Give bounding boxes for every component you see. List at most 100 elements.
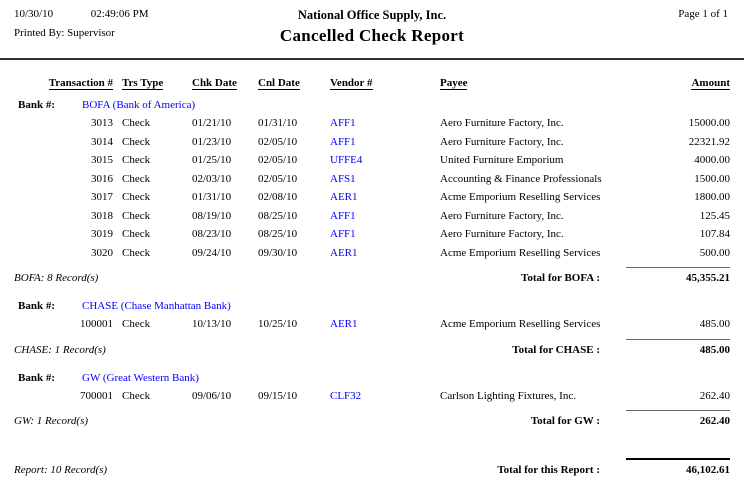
trs-type: Check bbox=[122, 135, 151, 148]
page-indicator: Page 1 of 1 bbox=[678, 8, 728, 20]
check-row: 700001 Check 09/06/10 09/15/10 CLF32 Car… bbox=[14, 387, 730, 406]
cnl-date: 01/31/10 bbox=[258, 117, 298, 129]
payee: Accounting & Finance Professionals bbox=[440, 172, 602, 185]
print-datetime: 10/30/10 02:49:06 PM bbox=[14, 8, 730, 20]
transaction-number: 3013 bbox=[91, 117, 113, 129]
cnl-date: 02/05/10 bbox=[258, 154, 298, 166]
check-row: 3019 Check 08/23/10 08/25/10 AFF1 Aero F… bbox=[14, 225, 730, 244]
bank-total-amount: 45,355.21 bbox=[626, 267, 730, 288]
bank-total-amount: 262.40 bbox=[626, 410, 730, 431]
transaction-number: 3014 bbox=[91, 135, 113, 148]
vendor-link[interactable]: AFF1 bbox=[330, 117, 356, 129]
header-divider bbox=[0, 58, 744, 60]
bank-link[interactable]: GW (Great Western Bank) bbox=[82, 371, 199, 384]
col-transaction-number: Transaction # bbox=[48, 77, 113, 90]
check-row: 3020 Check 09/24/10 09/30/10 AER1 Acme E… bbox=[14, 244, 730, 263]
trs-type: Check bbox=[122, 389, 151, 402]
bank-record-count: GW: 1 Record(s) bbox=[14, 415, 89, 427]
report-total-amount: 46,102.61 bbox=[626, 458, 730, 479]
trs-type: Check bbox=[122, 154, 151, 166]
trs-type: Check bbox=[122, 318, 151, 330]
col-cnl-date: Cnl Date bbox=[258, 77, 300, 90]
cnl-date: 08/25/10 bbox=[258, 228, 298, 240]
cnl-date: 09/15/10 bbox=[258, 389, 298, 402]
print-date: 10/30/10 bbox=[14, 8, 54, 20]
chk-date: 02/03/10 bbox=[192, 172, 232, 185]
trs-type: Check bbox=[122, 209, 151, 222]
report-title-block: National Office Supply, Inc. Cancelled C… bbox=[0, 8, 744, 46]
transaction-number: 700001 bbox=[80, 389, 113, 402]
payee: Aero Furniture Factory, Inc. bbox=[440, 209, 564, 222]
chk-date: 01/31/10 bbox=[192, 191, 232, 203]
amount: 1500.00 bbox=[694, 172, 730, 185]
chk-date: 09/24/10 bbox=[192, 246, 232, 259]
transaction-number: 3019 bbox=[91, 228, 113, 240]
bank-section-header: Bank #: BOFA (Bank of America) bbox=[14, 96, 730, 114]
payee: Acme Emporium Reselling Services bbox=[440, 246, 601, 259]
print-info: 10/30/10 02:49:06 PM Printed By: Supervi… bbox=[14, 8, 730, 39]
chk-date: 09/06/10 bbox=[192, 389, 232, 402]
vendor-link[interactable]: AFF1 bbox=[330, 209, 356, 222]
amount: 125.45 bbox=[699, 209, 730, 222]
chk-date: 01/23/10 bbox=[192, 135, 232, 148]
amount: 107.84 bbox=[699, 228, 730, 240]
report-record-count: Report: 10 Record(s) bbox=[14, 464, 108, 476]
print-time: 02:49:06 PM bbox=[90, 8, 149, 20]
vendor-link[interactable]: AFF1 bbox=[330, 228, 356, 240]
cnl-date: 09/30/10 bbox=[258, 246, 298, 259]
column-header-row: Transaction # Trs Type Chk Date Cnl Date… bbox=[14, 75, 730, 91]
transaction-number: 3016 bbox=[91, 172, 113, 185]
vendor-link[interactable]: AER1 bbox=[330, 246, 358, 259]
amount: 15000.00 bbox=[688, 117, 730, 129]
cnl-date: 08/25/10 bbox=[258, 209, 298, 222]
vendor-link[interactable]: AER1 bbox=[330, 191, 358, 203]
bank-number-label: Bank #: bbox=[18, 300, 55, 312]
check-row: 3015 Check 01/25/10 02/05/10 UFFE4 Unite… bbox=[14, 151, 730, 170]
col-vendor-number: Vendor # bbox=[330, 77, 373, 90]
chk-date: 08/19/10 bbox=[192, 209, 232, 222]
amount: 262.40 bbox=[699, 389, 730, 402]
report-body: Transaction # Trs Type Chk Date Cnl Date… bbox=[0, 75, 744, 479]
bank-link[interactable]: CHASE (Chase Manhattan Bank) bbox=[82, 300, 231, 312]
trs-type: Check bbox=[122, 246, 151, 259]
bank-total-row: CHASE: 1 Record(s) Total for CHASE : 485… bbox=[14, 338, 730, 360]
col-payee: Payee bbox=[440, 77, 468, 90]
payee: Acme Emporium Reselling Services bbox=[440, 191, 601, 203]
cnl-date: 10/25/10 bbox=[258, 318, 298, 330]
col-chk-date: Chk Date bbox=[192, 77, 237, 90]
vendor-link[interactable]: UFFE4 bbox=[330, 154, 363, 166]
report-total-row: Report: 10 Record(s) Total for this Repo… bbox=[14, 458, 730, 479]
vendor-link[interactable]: AER1 bbox=[330, 318, 358, 330]
bank-number-label: Bank #: bbox=[18, 371, 55, 384]
amount: 1800.00 bbox=[694, 191, 730, 203]
trs-type: Check bbox=[122, 117, 151, 129]
payee: United Furniture Emporium bbox=[440, 154, 564, 166]
chk-date: 10/13/10 bbox=[192, 318, 232, 330]
bank-section-header: Bank #: CHASE (Chase Manhattan Bank) bbox=[14, 297, 730, 315]
vendor-link[interactable]: CLF32 bbox=[330, 389, 362, 402]
trs-type: Check bbox=[122, 172, 151, 185]
chk-date: 01/21/10 bbox=[192, 117, 232, 129]
payee: Acme Emporium Reselling Services bbox=[440, 318, 601, 330]
bank-link[interactable]: BOFA (Bank of America) bbox=[82, 99, 196, 111]
bank-number-label: Bank #: bbox=[18, 99, 55, 111]
bank-total-label: Total for GW : bbox=[530, 415, 600, 427]
payee: Aero Furniture Factory, Inc. bbox=[440, 117, 564, 129]
bank-record-count: CHASE: 1 Record(s) bbox=[14, 343, 106, 356]
bank-section-header: Bank #: GW (Great Western Bank) bbox=[14, 369, 730, 387]
chk-date: 01/25/10 bbox=[192, 154, 232, 166]
bank-total-row: GW: 1 Record(s) Total for GW : 262.40 bbox=[14, 410, 730, 431]
vendor-link[interactable]: AFS1 bbox=[330, 172, 356, 185]
cnl-date: 02/08/10 bbox=[258, 191, 298, 203]
transaction-number: 3015 bbox=[91, 154, 113, 166]
report-total-label: Total for this Report : bbox=[497, 464, 600, 476]
check-row: 3018 Check 08/19/10 08/25/10 AFF1 Aero F… bbox=[14, 207, 730, 226]
amount: 485.00 bbox=[699, 318, 730, 330]
check-row: 3016 Check 02/03/10 02/05/10 AFS1 Accoun… bbox=[14, 170, 730, 189]
vendor-link[interactable]: AFF1 bbox=[330, 135, 356, 148]
transaction-number: 100001 bbox=[80, 318, 113, 330]
company-name: National Office Supply, Inc. bbox=[297, 8, 447, 22]
check-row: 3017 Check 01/31/10 02/08/10 AER1 Acme E… bbox=[14, 188, 730, 207]
bank-total-label: Total for CHASE : bbox=[512, 343, 600, 356]
